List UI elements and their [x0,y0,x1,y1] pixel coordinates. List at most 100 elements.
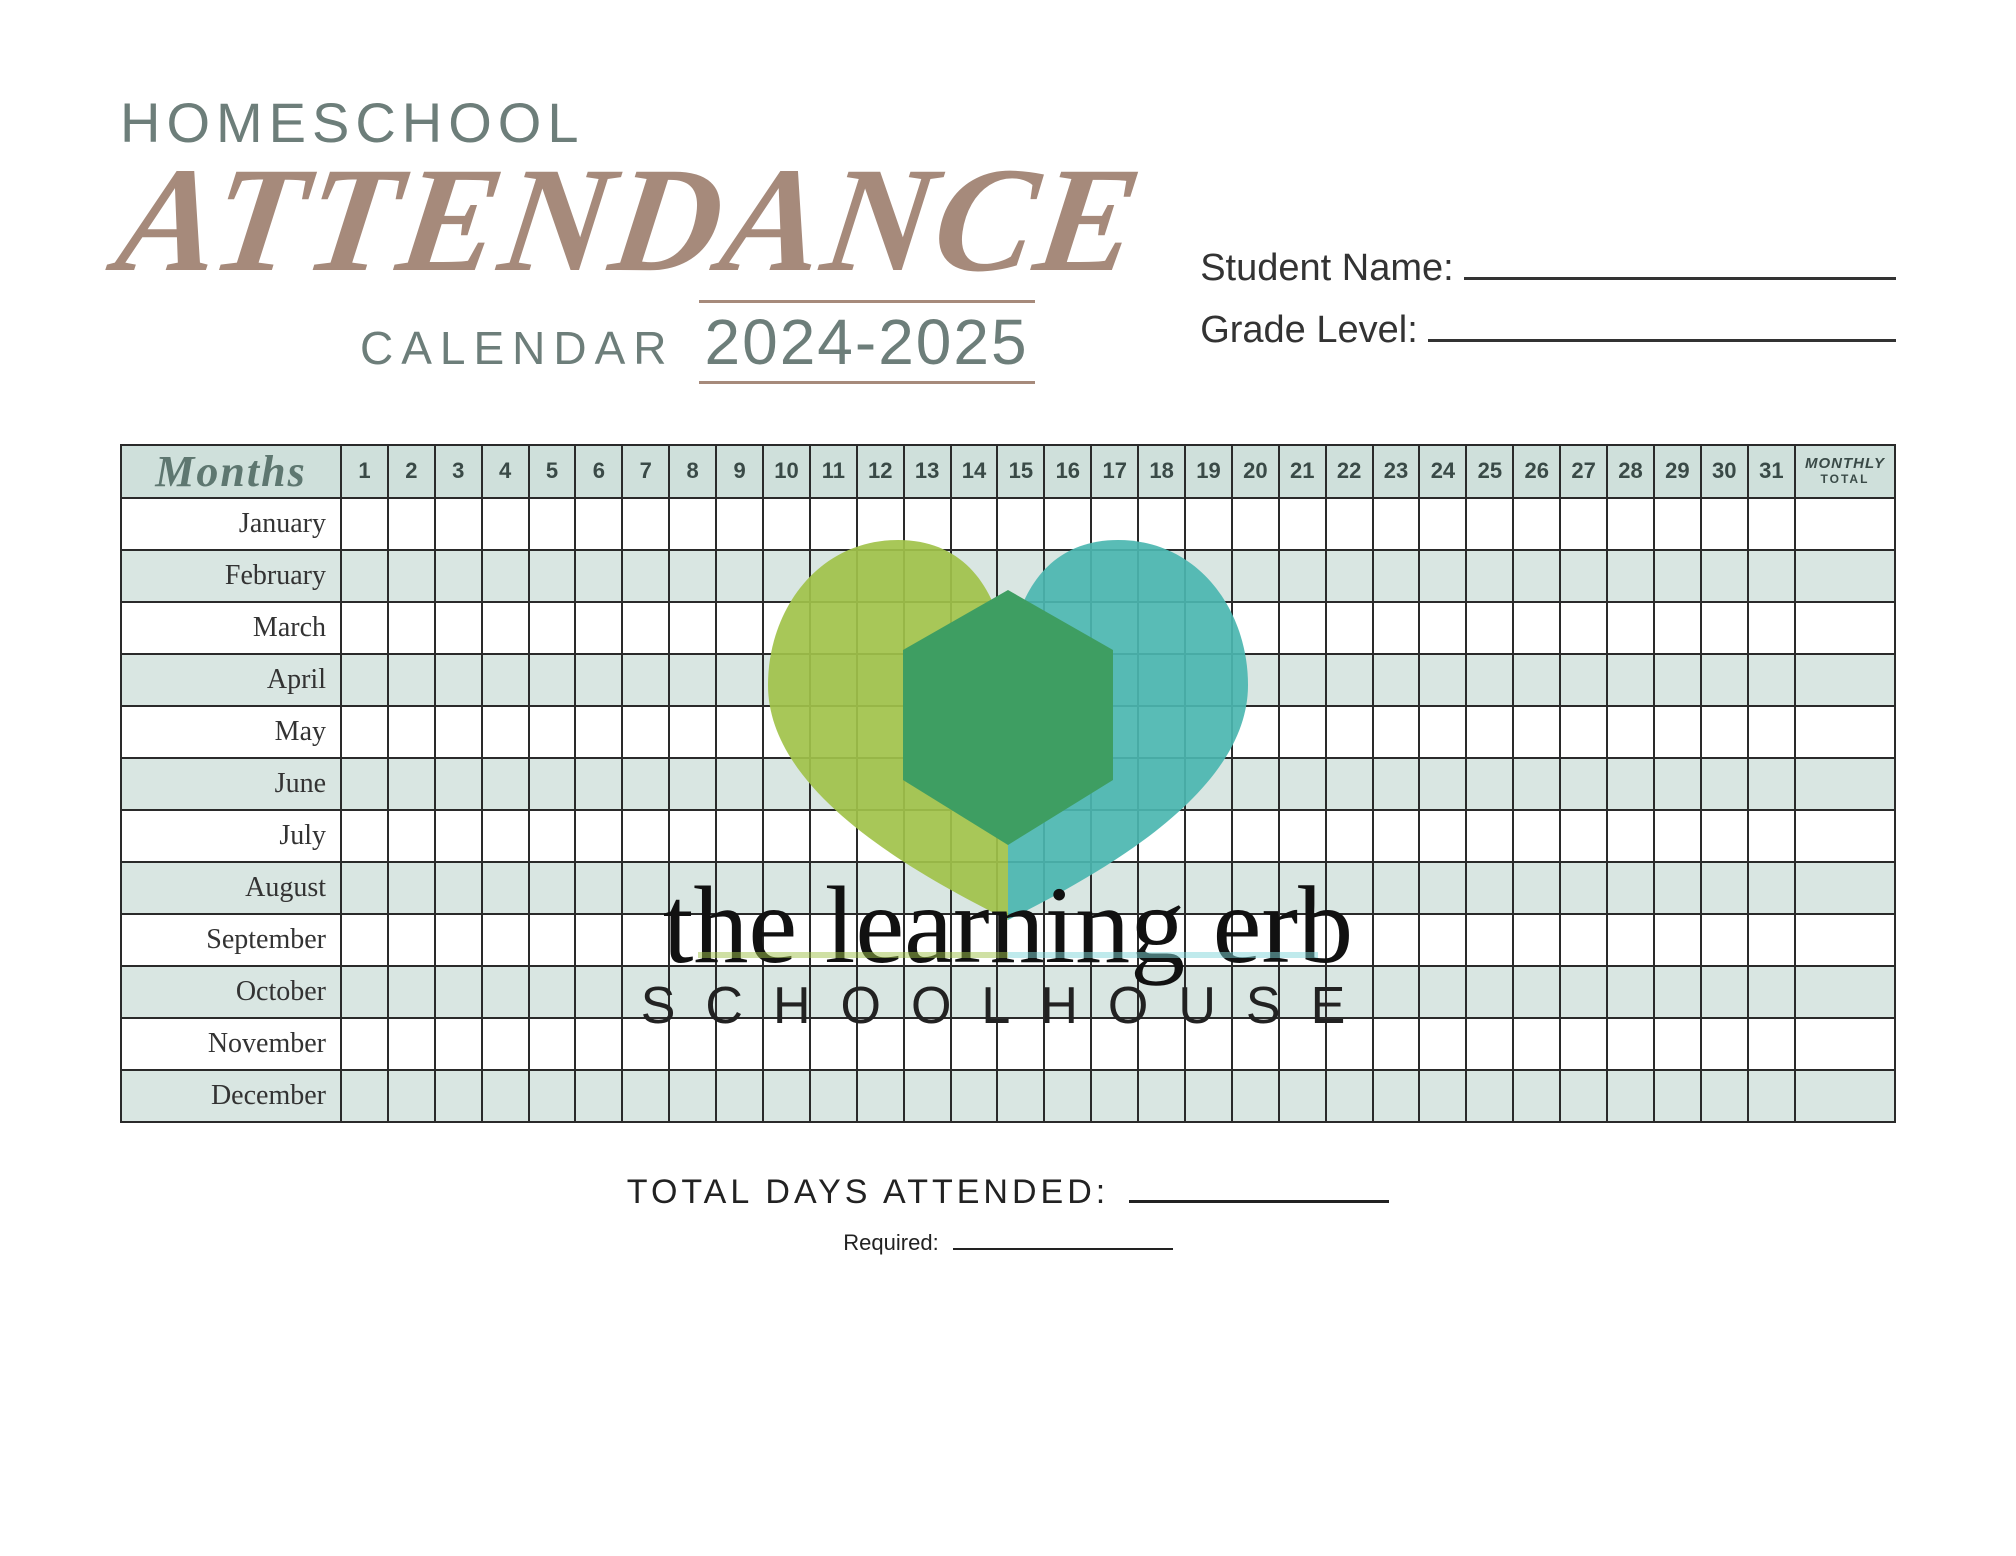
attendance-cell[interactable] [1701,550,1748,602]
attendance-cell[interactable] [622,654,669,706]
attendance-cell[interactable] [1138,550,1185,602]
attendance-cell[interactable] [1466,706,1513,758]
attendance-cell[interactable] [388,654,435,706]
attendance-cell[interactable] [951,706,998,758]
attendance-cell[interactable] [763,1070,810,1122]
attendance-cell[interactable] [1654,498,1701,550]
attendance-cell[interactable] [669,810,716,862]
attendance-cell[interactable] [997,498,1044,550]
total-days-line[interactable] [1129,1175,1389,1203]
attendance-cell[interactable] [716,758,763,810]
attendance-cell[interactable] [904,1018,951,1070]
attendance-cell[interactable] [529,810,576,862]
attendance-cell[interactable] [1701,758,1748,810]
attendance-cell[interactable] [1560,1018,1607,1070]
attendance-cell[interactable] [575,758,622,810]
attendance-cell[interactable] [857,862,904,914]
attendance-cell[interactable] [1466,914,1513,966]
attendance-cell[interactable] [1326,1018,1373,1070]
attendance-cell[interactable] [529,706,576,758]
attendance-cell[interactable] [904,914,951,966]
attendance-cell[interactable] [810,1018,857,1070]
attendance-cell[interactable] [1279,966,1326,1018]
attendance-cell[interactable] [1701,966,1748,1018]
attendance-cell[interactable] [1138,602,1185,654]
attendance-cell[interactable] [435,1018,482,1070]
attendance-cell[interactable] [904,862,951,914]
attendance-cell[interactable] [622,602,669,654]
attendance-cell[interactable] [1466,810,1513,862]
attendance-cell[interactable] [904,758,951,810]
attendance-cell[interactable] [341,498,388,550]
attendance-cell[interactable] [1654,810,1701,862]
attendance-cell[interactable] [997,706,1044,758]
attendance-cell[interactable] [1748,966,1795,1018]
attendance-cell[interactable] [669,1070,716,1122]
attendance-cell[interactable] [622,862,669,914]
attendance-cell[interactable] [341,654,388,706]
attendance-cell[interactable] [810,602,857,654]
attendance-cell[interactable] [575,654,622,706]
attendance-cell[interactable] [857,654,904,706]
attendance-cell[interactable] [1279,498,1326,550]
attendance-cell[interactable] [1748,706,1795,758]
attendance-cell[interactable] [1232,1070,1279,1122]
attendance-cell[interactable] [810,810,857,862]
attendance-cell[interactable] [810,758,857,810]
attendance-cell[interactable] [1607,706,1654,758]
attendance-cell[interactable] [669,498,716,550]
attendance-cell[interactable] [529,1070,576,1122]
grade-level-field[interactable]: Grade Level: [1200,304,1896,352]
attendance-cell[interactable] [388,914,435,966]
attendance-cell[interactable] [529,966,576,1018]
attendance-cell[interactable] [1279,810,1326,862]
attendance-cell[interactable] [810,498,857,550]
attendance-cell[interactable] [482,602,529,654]
attendance-cell[interactable] [341,706,388,758]
attendance-cell[interactable] [1419,1070,1466,1122]
attendance-cell[interactable] [1701,862,1748,914]
attendance-cell[interactable] [1466,966,1513,1018]
attendance-cell[interactable] [482,498,529,550]
attendance-cell[interactable] [669,914,716,966]
monthly-total-cell[interactable] [1795,966,1895,1018]
attendance-cell[interactable] [904,810,951,862]
attendance-cell[interactable] [622,1070,669,1122]
attendance-cell[interactable] [1513,602,1560,654]
attendance-cell[interactable] [341,914,388,966]
attendance-cell[interactable] [763,1018,810,1070]
attendance-cell[interactable] [622,810,669,862]
attendance-cell[interactable] [1044,706,1091,758]
attendance-cell[interactable] [575,498,622,550]
attendance-cell[interactable] [529,914,576,966]
attendance-cell[interactable] [1232,498,1279,550]
attendance-cell[interactable] [622,966,669,1018]
attendance-cell[interactable] [388,706,435,758]
attendance-cell[interactable] [1513,758,1560,810]
attendance-cell[interactable] [1279,914,1326,966]
attendance-cell[interactable] [575,862,622,914]
attendance-cell[interactable] [997,914,1044,966]
attendance-cell[interactable] [997,602,1044,654]
attendance-cell[interactable] [435,602,482,654]
attendance-cell[interactable] [1185,602,1232,654]
attendance-cell[interactable] [763,654,810,706]
attendance-cell[interactable] [1419,862,1466,914]
attendance-cell[interactable] [716,602,763,654]
attendance-cell[interactable] [1044,498,1091,550]
attendance-cell[interactable] [1326,862,1373,914]
attendance-cell[interactable] [1044,914,1091,966]
attendance-cell[interactable] [857,810,904,862]
monthly-total-cell[interactable] [1795,550,1895,602]
attendance-cell[interactable] [763,550,810,602]
attendance-cell[interactable] [575,602,622,654]
attendance-cell[interactable] [763,966,810,1018]
attendance-cell[interactable] [951,550,998,602]
attendance-cell[interactable] [1326,654,1373,706]
attendance-cell[interactable] [1419,1018,1466,1070]
attendance-cell[interactable] [1279,550,1326,602]
attendance-cell[interactable] [1138,706,1185,758]
attendance-cell[interactable] [1091,1018,1138,1070]
attendance-cell[interactable] [1560,810,1607,862]
attendance-cell[interactable] [763,758,810,810]
